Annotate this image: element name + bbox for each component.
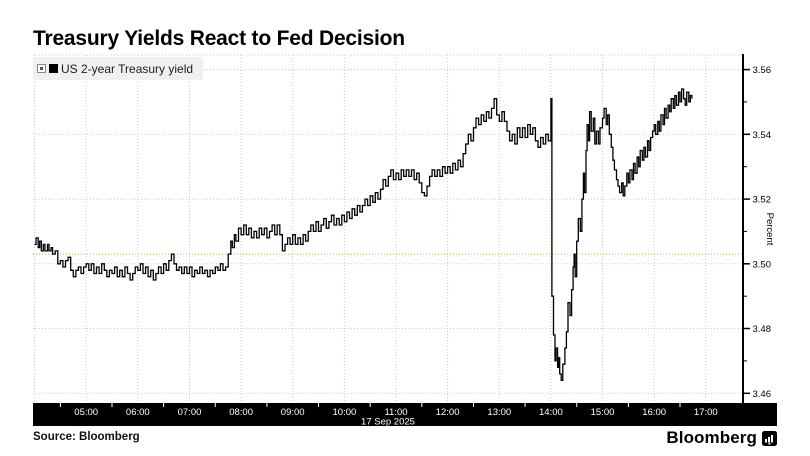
svg-text:16:00: 16:00 [642, 407, 666, 418]
chart-title: Treasury Yields React to Fed Decision [33, 27, 405, 50]
svg-text:3.56: 3.56 [753, 65, 772, 76]
bloomberg-logo: Bloomberg [666, 428, 777, 448]
svg-text:Percent: Percent [764, 213, 775, 246]
svg-text:12:00: 12:00 [436, 407, 460, 418]
svg-text:07:00: 07:00 [178, 407, 202, 418]
svg-text:05:00: 05:00 [74, 407, 98, 418]
legend[interactable]: US 2-year Treasury yield [33, 57, 204, 80]
svg-text:3.50: 3.50 [753, 259, 772, 270]
svg-text:08:00: 08:00 [229, 407, 253, 418]
svg-text:17:00: 17:00 [694, 407, 718, 418]
legend-collapse-icon[interactable] [37, 64, 46, 73]
svg-text:09:00: 09:00 [281, 407, 305, 418]
svg-text:13:00: 13:00 [487, 407, 511, 418]
svg-text:10:00: 10:00 [333, 407, 357, 418]
svg-text:3.52: 3.52 [753, 195, 772, 206]
svg-text:06:00: 06:00 [126, 407, 150, 418]
svg-text:3.54: 3.54 [753, 130, 772, 141]
svg-text:11:00: 11:00 [384, 407, 407, 418]
svg-text:17 Sep 2025: 17 Sep 2025 [361, 417, 415, 428]
bloomberg-chart-icon [762, 430, 777, 446]
svg-text:3.46: 3.46 [753, 389, 772, 400]
svg-text:14:00: 14:00 [539, 407, 563, 418]
bloomberg-wordmark: Bloomberg [666, 428, 757, 447]
legend-marker-icon [49, 64, 58, 73]
source-label: Source: Bloomberg [33, 431, 140, 443]
legend-label: US 2-year Treasury yield [61, 61, 194, 76]
svg-text:15:00: 15:00 [591, 407, 615, 418]
legend-collapse-dot-icon [40, 67, 43, 70]
svg-text:3.48: 3.48 [753, 324, 772, 335]
